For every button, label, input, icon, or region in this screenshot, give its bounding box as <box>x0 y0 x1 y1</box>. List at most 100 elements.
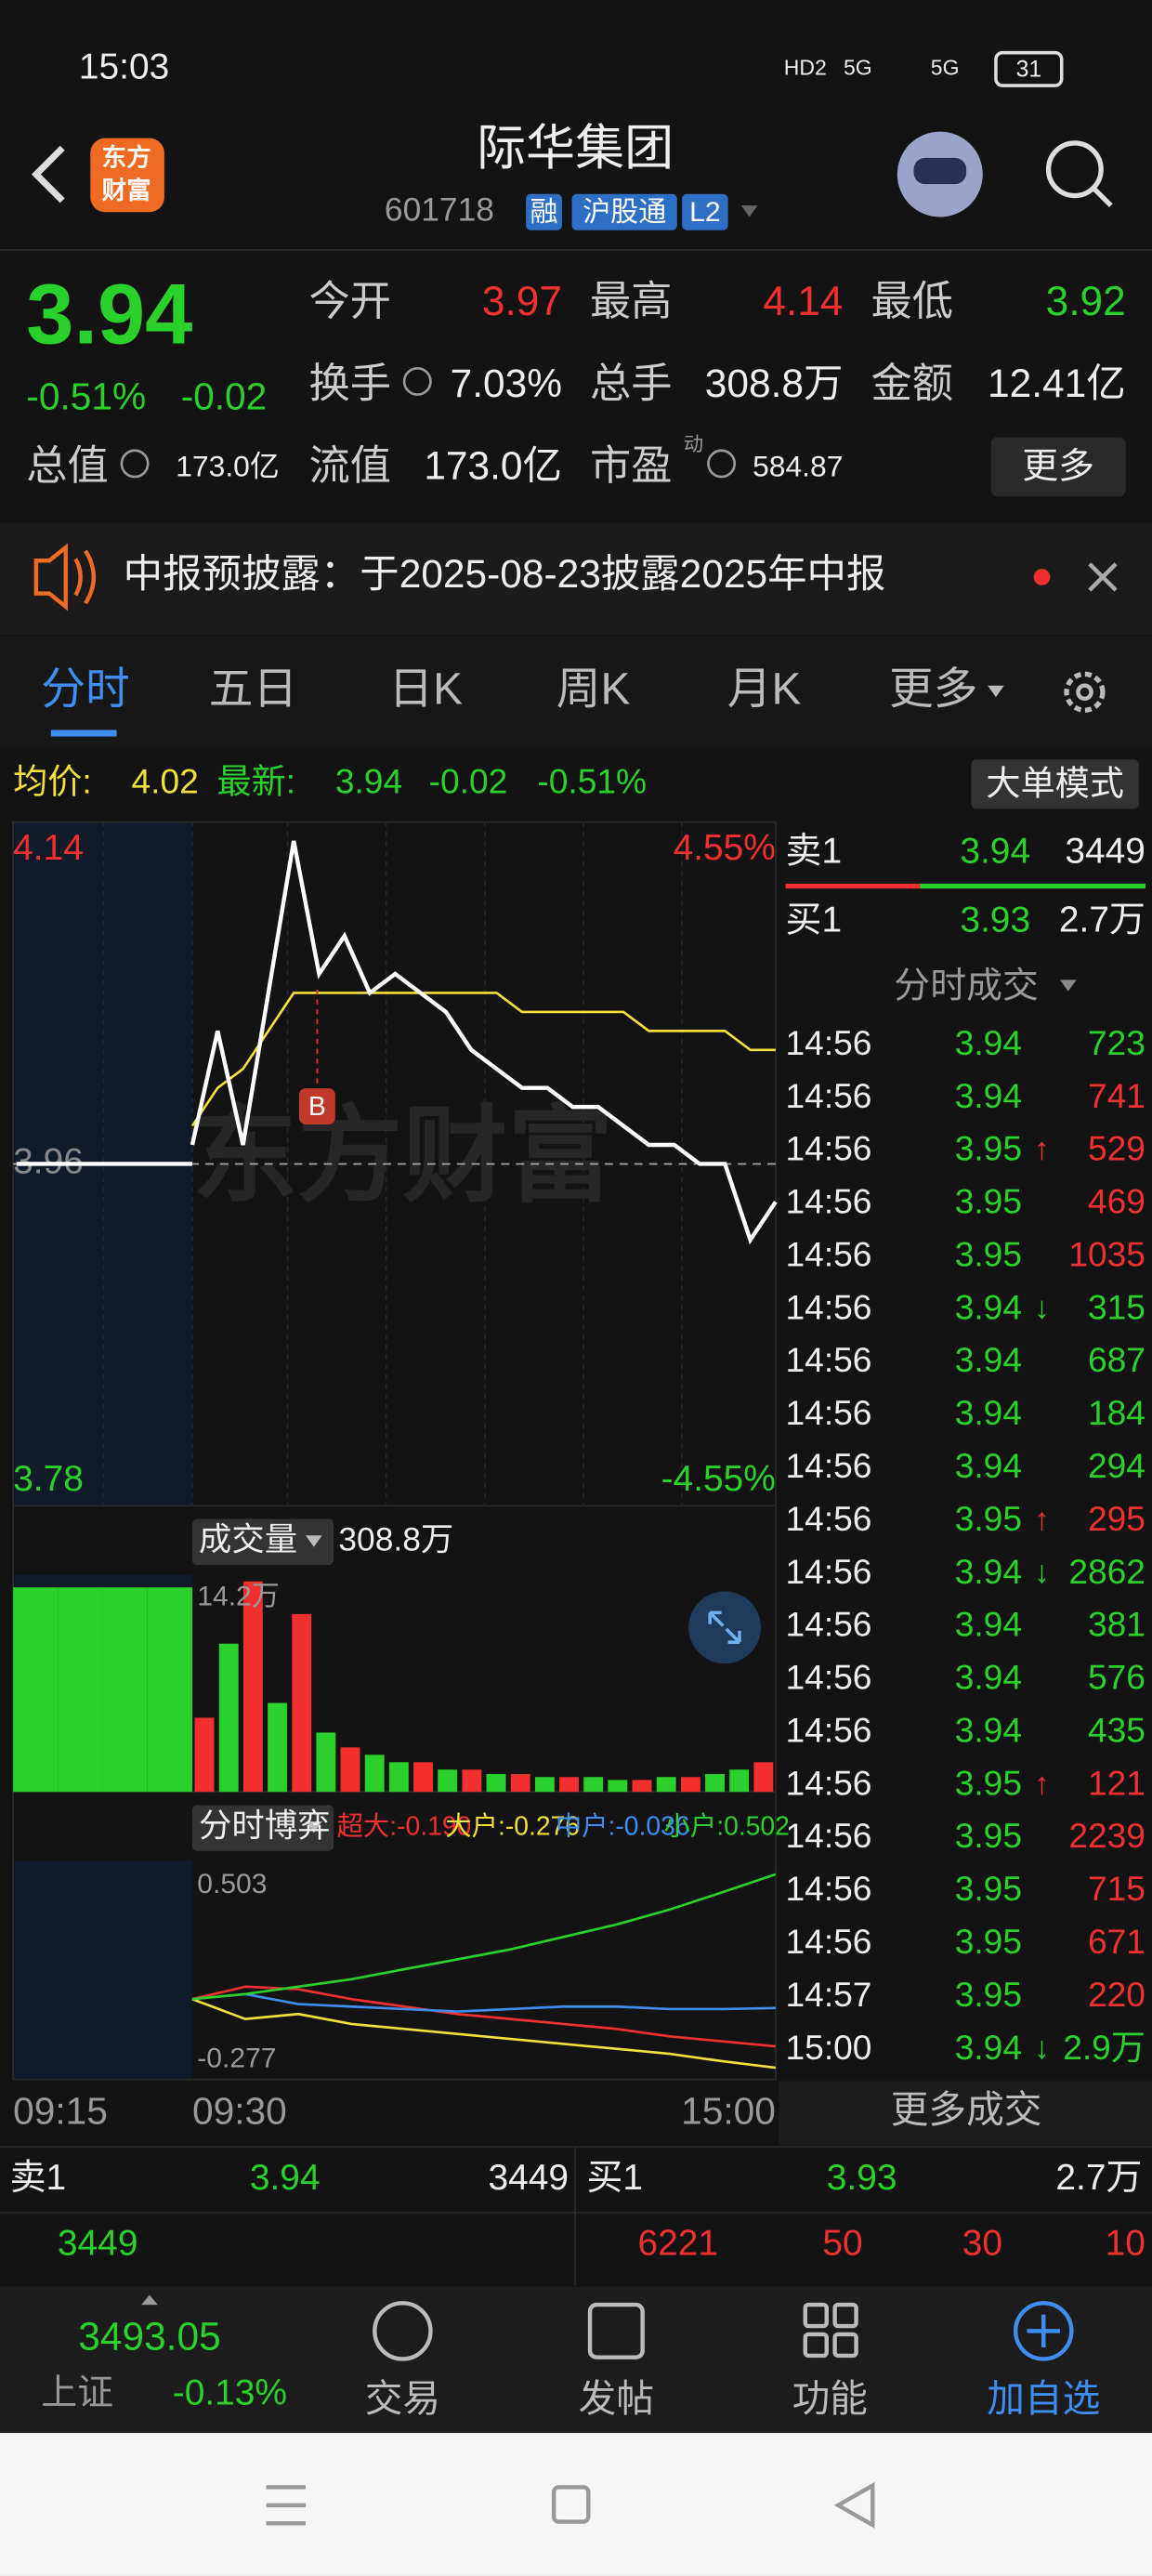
settings-button[interactable] <box>1064 671 1106 713</box>
volume-bar <box>194 1717 215 1793</box>
trade-price: 3.95 <box>955 1922 1022 1961</box>
trade-volume: 1035 <box>1068 1234 1145 1273</box>
trade-arrow: ↑ <box>1034 1133 1050 1167</box>
info-icon <box>707 449 737 479</box>
back-key[interactable] <box>833 2481 875 2529</box>
speaker-icon <box>33 543 97 611</box>
queue-volume: 30 <box>962 2224 1002 2264</box>
volume-bar <box>102 1587 148 1793</box>
home-key[interactable] <box>551 2485 591 2524</box>
premarket-shade <box>13 1860 192 2080</box>
volume-selector[interactable] <box>191 1518 334 1566</box>
trade-time: 14:56 <box>786 1340 872 1379</box>
network-icon: HD2 <box>784 55 827 79</box>
logo <box>90 138 164 213</box>
volume-bar <box>656 1777 676 1793</box>
trade-time: 14:56 <box>786 1763 872 1802</box>
change: -0.02 <box>181 375 268 418</box>
field-value: 584.87 <box>753 450 843 483</box>
trade-volume: 2239 <box>1068 1816 1145 1855</box>
trade-price: 3.95 <box>955 1182 1022 1221</box>
book-volume: 3449 <box>1065 831 1145 871</box>
field-sup: 动 <box>684 433 703 455</box>
logo-text: 财富 <box>102 177 151 204</box>
dropdown-arrow[interactable] <box>1059 979 1077 992</box>
trade-arrow: ↓ <box>1034 1556 1050 1590</box>
trade-time: 15:00 <box>786 2028 872 2067</box>
index-change: -0.13% <box>173 2373 287 2413</box>
add-watch-icon[interactable] <box>1013 2301 1074 2361</box>
y-tick-label: 0.503 <box>197 1869 267 1899</box>
badge-text: L2 <box>689 197 720 228</box>
notice-text: 中报预披露：于2025-08-23披露2025年中报 <box>124 552 886 596</box>
volume-bar <box>316 1732 336 1793</box>
tab-bar <box>0 636 1152 748</box>
mode-button[interactable] <box>971 759 1139 809</box>
latest-price: 3.94 <box>335 762 402 801</box>
stock-code: 601718 <box>385 192 494 229</box>
trade-volume: 576 <box>1088 1658 1145 1697</box>
trade-price: 3.95 <box>955 1234 1022 1273</box>
volume-bar <box>242 1581 263 1793</box>
notice-bar[interactable] <box>0 522 1152 635</box>
trade-price: 3.95 <box>955 1816 1022 1855</box>
tab: 周K <box>556 664 631 714</box>
latest-label: 最新: <box>216 762 295 801</box>
trade-price: 3.94 <box>955 1023 1022 1062</box>
index-arrow <box>141 2294 158 2306</box>
avg-label: 均价: <box>13 762 92 801</box>
close-button[interactable] <box>1088 562 1118 592</box>
book-label: 买1 <box>786 900 843 940</box>
trade-marker[interactable] <box>298 1088 335 1124</box>
info-icon <box>120 449 150 479</box>
volume-bar <box>147 1587 192 1793</box>
y-tick-label: 3.78 <box>13 1459 84 1499</box>
trade-time: 14:56 <box>786 1658 872 1697</box>
badge-text: 融 <box>530 197 557 228</box>
more-button[interactable] <box>990 437 1126 497</box>
dropdown-arrow[interactable] <box>740 205 758 217</box>
trade-price: 3.95 <box>955 1129 1022 1168</box>
dropdown-arrow[interactable] <box>988 685 1004 698</box>
trade-time: 14:56 <box>786 1816 872 1855</box>
volume-bar <box>680 1777 700 1793</box>
field-value: 3.92 <box>1046 279 1126 324</box>
trade-price: 3.94 <box>955 1658 1022 1697</box>
flow-line <box>191 1992 776 2013</box>
badge <box>526 193 562 230</box>
menu-key[interactable] <box>266 2485 307 2526</box>
field-value: 12.41亿 <box>988 361 1126 405</box>
volume-bar <box>705 1774 725 1793</box>
trade-volume: 529 <box>1088 1129 1145 1168</box>
trade-price: 3.94 <box>955 1076 1022 1115</box>
trade-icon[interactable] <box>373 2301 433 2361</box>
book-price: 3.94 <box>960 831 1030 871</box>
search-button[interactable] <box>1045 140 1104 199</box>
time-label: 09:15 <box>13 2090 108 2133</box>
stock-name: 际华集团 <box>477 121 674 176</box>
change-percent: -0.51% <box>26 375 146 418</box>
field-value: 308.8万 <box>705 361 844 405</box>
more-trades-button[interactable] <box>779 2081 1152 2146</box>
back-button[interactable] <box>31 145 65 204</box>
info-icon <box>402 366 432 396</box>
mode-button-text: 大单模式 <box>986 763 1124 802</box>
legend-entry: 小户:0.502 <box>664 1811 790 1841</box>
badge <box>571 193 677 230</box>
function-icon[interactable] <box>803 2302 858 2359</box>
volume-bar <box>462 1769 482 1793</box>
trade-volume: 295 <box>1088 1499 1145 1538</box>
post-icon[interactable] <box>587 2302 645 2359</box>
volume-bar <box>608 1780 628 1793</box>
trade-time: 14:56 <box>786 1552 872 1591</box>
battery-level: 31 <box>1016 58 1042 83</box>
trade-arrow: ↑ <box>1034 1767 1050 1801</box>
trade-volume: 723 <box>1088 1023 1145 1062</box>
flow-selector[interactable] <box>191 1805 334 1851</box>
volume-bar <box>729 1769 750 1793</box>
volume-bar <box>534 1777 555 1793</box>
field-label: 总值 <box>26 443 108 489</box>
badge <box>682 193 728 230</box>
expand-button[interactable] <box>688 1591 762 1664</box>
book-price: 3.93 <box>827 2158 897 2198</box>
